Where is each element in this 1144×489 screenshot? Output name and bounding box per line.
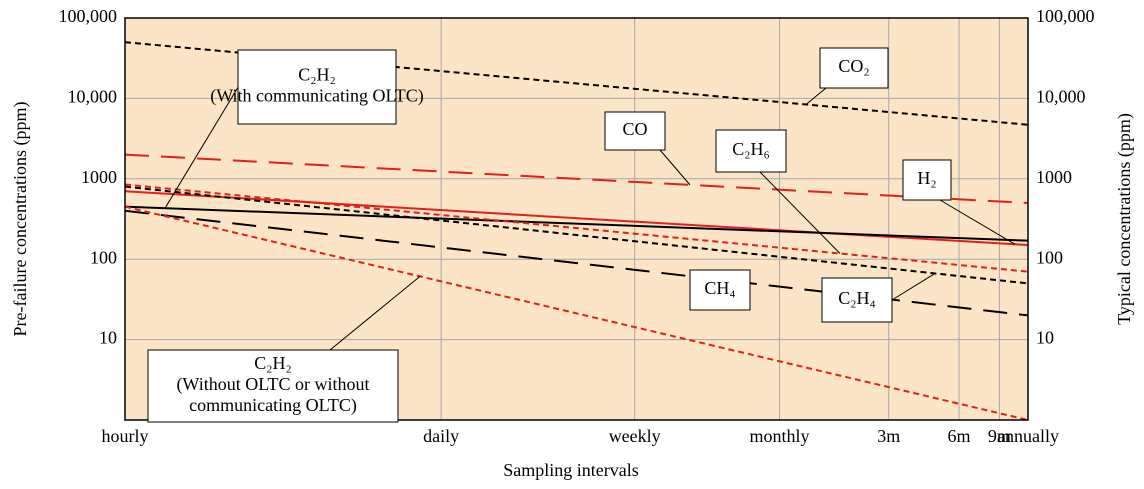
- y-axis-title: Pre-failure concentrations (ppm): [10, 102, 31, 337]
- label-box: [821, 277, 893, 323]
- label-box: [819, 47, 889, 89]
- series-line: [125, 205, 1028, 242]
- y2-tick-label: 10,000: [1036, 87, 1086, 107]
- series-label: C₂H₄: [838, 288, 876, 308]
- y-tick-label: 10,000: [68, 87, 118, 107]
- label-box: [237, 49, 397, 125]
- x-tick-label: monthly: [749, 426, 809, 446]
- x-tick-label: weekly: [609, 426, 661, 446]
- leader-line: [329, 275, 421, 351]
- y-tick-label: 100,000: [59, 6, 118, 26]
- x-tick-label: daily: [423, 426, 459, 446]
- y2-tick-label: 1000: [1036, 167, 1072, 187]
- series-line: [125, 183, 1028, 273]
- leader-line: [759, 171, 841, 254]
- series-label: C₂H₂: [254, 353, 292, 373]
- y2-tick-label: 10: [1036, 328, 1054, 348]
- label-box: [147, 349, 399, 423]
- leader-line: [939, 199, 1016, 245]
- series-label: C₂H₂: [298, 65, 336, 85]
- y2-axis-title: Typical concentrations (ppm): [1114, 113, 1135, 325]
- series-label: CH₄: [704, 278, 735, 298]
- series-note: communicating OLTC): [189, 395, 357, 416]
- label-box: [689, 269, 751, 311]
- x-tick-label: hourly: [102, 426, 149, 446]
- x-axis-title: Sampling intervals: [503, 460, 638, 480]
- series-line: [125, 153, 1028, 205]
- plot-frame: [124, 17, 1029, 421]
- leader-line: [164, 83, 241, 209]
- y2-tick-label: 100,000: [1036, 6, 1095, 26]
- y-tick-label: 100: [90, 247, 117, 267]
- leader-line: [659, 149, 691, 186]
- leader-line: [891, 273, 936, 301]
- series-line: [125, 185, 1028, 285]
- y2-tick-label: 100: [1036, 247, 1063, 267]
- x-tick-label: 9m: [988, 426, 1011, 446]
- series-label: CO₂: [838, 56, 869, 76]
- label-box: [604, 111, 666, 151]
- y-tick-label: 1000: [81, 167, 117, 187]
- x-tick-label: annually: [997, 426, 1059, 446]
- series-line: [125, 205, 1028, 420]
- series-label: H₂: [917, 168, 936, 188]
- series-note: (Without OLTC or without: [176, 374, 369, 395]
- series-label: CO: [622, 119, 647, 139]
- series-note: (With communicating OLTC): [210, 86, 424, 107]
- series-group: [125, 41, 1028, 420]
- y-tick-label: 10: [99, 328, 117, 348]
- label-box: [715, 129, 787, 173]
- x-tick-label: 3m: [877, 426, 900, 446]
- x-tick-label: 6m: [948, 426, 971, 446]
- series-line: [125, 190, 1028, 247]
- series-label: C₂H₆: [732, 139, 770, 159]
- leader-line: [805, 87, 827, 105]
- label-box: [902, 159, 952, 201]
